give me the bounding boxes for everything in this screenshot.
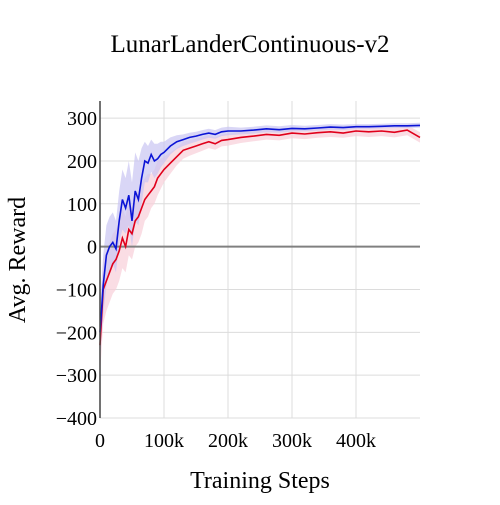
series-line-0 [99,124,421,333]
x-tick-label-0: 0 [95,430,105,452]
y-axis-label: Avg. Reward [5,197,31,323]
y-tick-label-1: −300 [56,365,97,387]
confidence-band-0 [100,122,420,358]
chart-title: LunarLanderContinuous-v2 [110,31,389,58]
x-tick-label-2: 200k [208,430,248,452]
x-tick-label-3: 300k [272,430,312,452]
x-axis-label: Training Steps [190,468,330,494]
series-line-1 [99,129,421,346]
grid-layer [100,101,420,419]
y-tick-label-2: −200 [56,322,97,344]
x-tick-label-4: 400k [336,430,376,452]
y-tick-label-4: 0 [87,237,97,259]
y-tick-label-3: −100 [56,279,97,301]
y-axis-ticks: −400 −300 −200 −100 0 100 200 300 [56,108,97,430]
y-tick-label-5: 100 [67,194,97,216]
y-tick-label-6: 200 [67,151,97,173]
x-tick-label-1: 100k [144,430,184,452]
y-tick-label-0: −400 [56,408,97,430]
x-axis-ticks: 0 100k 200k 300k 400k [95,430,376,452]
y-tick-label-7: 300 [67,108,97,130]
series-lines [99,124,421,346]
